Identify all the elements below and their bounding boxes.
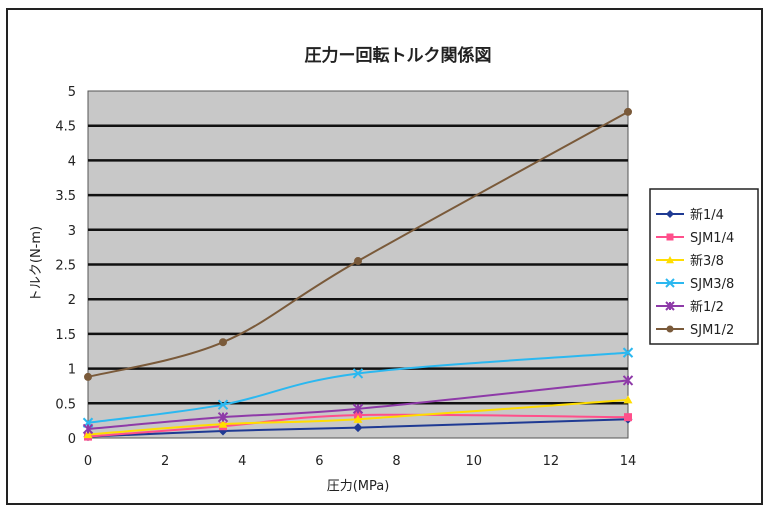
data-point <box>665 301 675 311</box>
data-point <box>352 368 364 379</box>
legend-item: SJM1/2 <box>656 323 734 338</box>
x-tick-label: 14 <box>620 454 637 469</box>
data-point <box>622 375 634 386</box>
x-tick-label: 10 <box>465 454 482 469</box>
series-line <box>87 413 629 438</box>
y-tick-label: 4 <box>68 154 76 169</box>
data-point <box>83 430 93 439</box>
series-line <box>87 110 629 378</box>
data-point <box>666 256 674 264</box>
series-line <box>87 379 629 430</box>
line-chart: 圧力ー回転トルク関係図 0 0.5 1 1.5 2 2.5 3 3.5 4 4.5 5 0 2 4 6 8 1… <box>29 45 759 494</box>
data-point <box>622 347 634 358</box>
y-tick-label: 1 <box>68 363 76 378</box>
y-tick-label: 5 <box>68 85 76 100</box>
y-tick-label: 2.5 <box>55 259 76 274</box>
data-point <box>352 403 364 415</box>
y-tick-label: 0 <box>68 432 76 447</box>
series-line <box>87 418 629 438</box>
x-tick-label: 8 <box>392 454 400 469</box>
x-tick-label: 0 <box>84 454 92 469</box>
legend-item: 新3/8 <box>656 253 724 269</box>
y-tick-label: 4.5 <box>55 120 76 135</box>
legend: 新1/4 SJM1/4 新3/8 SJM3/8 新1/2 SJM1/2 <box>649 188 759 345</box>
x-tick-label: 6 <box>315 454 323 469</box>
x-tick-label: 2 <box>161 454 169 469</box>
y-tick-label: 3.5 <box>55 189 76 204</box>
y-axis-ticks: 0 0.5 1 1.5 2 2.5 3 3.5 4 4.5 5 <box>55 85 76 447</box>
legend-label: SJM1/4 <box>690 231 734 246</box>
y-tick-label: 2 <box>68 293 76 308</box>
data-point <box>623 395 633 404</box>
x-tick-label: 12 <box>543 454 560 469</box>
chart-frame: 圧力ー回転トルク関係図 0 0.5 1 1.5 2 2.5 3 3.5 4 4.5 5 0 2 4 6 8 1… <box>6 8 763 505</box>
series-5 <box>84 107 632 381</box>
series-4 <box>82 375 634 435</box>
data-point <box>665 278 675 288</box>
x-tick-label: 4 <box>238 454 246 469</box>
y-tick-label: 3 <box>68 224 76 239</box>
chart-title: 圧力ー回転トルク関係図 <box>305 45 492 66</box>
data-point <box>217 411 229 423</box>
data-point <box>354 257 362 266</box>
data-point <box>666 210 674 218</box>
legend-label: 新1/4 <box>690 207 724 223</box>
data-point <box>82 423 94 435</box>
data-point <box>218 419 228 428</box>
legend-item: SJM1/4 <box>656 231 734 246</box>
series-line <box>87 351 629 424</box>
series-line <box>87 398 629 436</box>
data-point <box>666 233 674 241</box>
legend-label: SJM1/2 <box>690 323 734 338</box>
series-2 <box>83 395 633 439</box>
x-axis-label: 圧力(MPa) <box>327 479 390 494</box>
legend-item: 新1/2 <box>656 299 724 315</box>
data-point <box>219 338 227 347</box>
data-point <box>217 399 229 410</box>
legend-item: 新1/4 <box>656 207 724 223</box>
y-tick-label: 0.5 <box>55 397 76 412</box>
data-point <box>666 325 674 333</box>
legend-label: SJM3/8 <box>690 277 734 292</box>
series-group <box>82 107 634 442</box>
y-axis-label: トルク(N-m) <box>29 226 44 302</box>
data-point <box>353 423 363 433</box>
gridlines <box>88 124 628 405</box>
legend-item: SJM3/8 <box>656 277 734 292</box>
legend-label: 新3/8 <box>690 253 724 269</box>
data-point <box>84 372 92 381</box>
data-point <box>624 107 632 116</box>
data-point <box>353 414 363 423</box>
x-axis-ticks: 0 2 4 6 8 10 12 14 <box>84 454 636 469</box>
legend-label: 新1/2 <box>690 299 724 315</box>
y-tick-label: 1.5 <box>55 328 76 343</box>
data-point <box>624 413 632 422</box>
